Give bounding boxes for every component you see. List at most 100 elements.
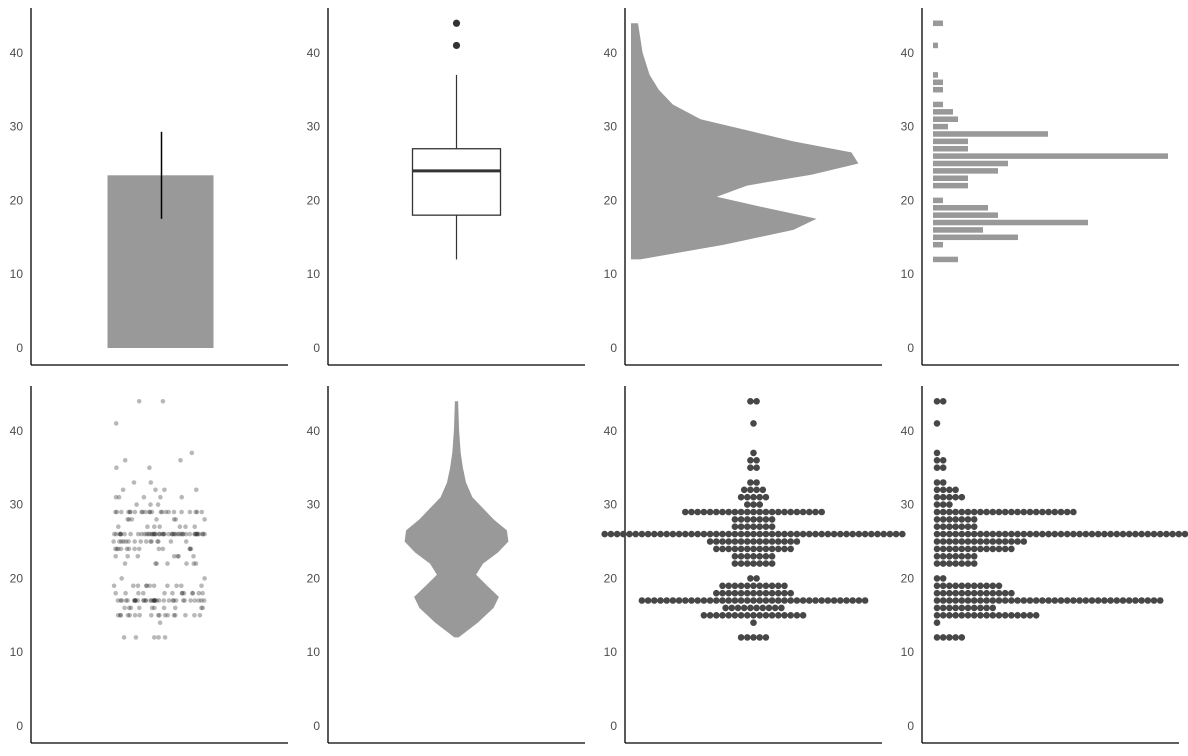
dot-point <box>706 508 714 516</box>
jitter-point <box>149 598 154 603</box>
dot-point <box>977 612 984 619</box>
dot-point <box>933 501 941 508</box>
jitter-point <box>197 613 203 618</box>
dot-point <box>1150 597 1158 604</box>
jitter-point <box>141 590 146 596</box>
jitter-point <box>179 509 184 515</box>
jitter-point <box>151 598 157 603</box>
jitter-point <box>139 509 144 515</box>
dot-point <box>1070 530 1077 538</box>
dot-point <box>768 508 776 516</box>
dot-point <box>1026 508 1034 516</box>
jitter-point <box>127 509 133 515</box>
dot-point <box>1063 597 1071 604</box>
dot-point <box>964 508 972 516</box>
dot-point <box>750 508 757 516</box>
dot-point <box>946 545 953 553</box>
y-tick-label: 0 <box>313 341 320 355</box>
jitter-point <box>177 524 183 529</box>
jitter-point <box>128 605 134 611</box>
jitter-point <box>153 531 158 537</box>
y-tick-label: 30 <box>307 120 321 134</box>
dot-point <box>762 634 770 641</box>
dot-point <box>638 530 646 538</box>
dot-point <box>744 516 751 523</box>
panel-violin: 0 10 20 30 40 <box>307 386 585 744</box>
jitter-point <box>151 583 157 589</box>
dot-point <box>952 612 959 619</box>
dot-point <box>939 530 947 538</box>
jitter-point <box>152 524 157 529</box>
dot-point <box>989 508 997 516</box>
jitter-point <box>195 531 200 537</box>
jitter-point <box>175 531 181 537</box>
jitter-point <box>113 494 119 500</box>
jitter-point <box>191 561 197 566</box>
dot-point <box>756 589 763 597</box>
dot-point <box>995 508 1003 516</box>
jitter-point <box>190 590 195 596</box>
dot-point <box>861 530 869 538</box>
dot-point <box>725 612 732 619</box>
jitter-point <box>133 598 138 603</box>
dot-point <box>933 508 941 516</box>
y-tick-label: 20 <box>901 571 915 585</box>
jitter-point <box>156 539 161 544</box>
dot-point <box>1026 597 1034 604</box>
dot-point <box>731 523 739 530</box>
dot-point <box>837 597 844 604</box>
jitter-point <box>162 613 168 618</box>
dot-point <box>1045 530 1052 538</box>
dot-point <box>1107 530 1114 538</box>
jitter-point <box>192 598 198 603</box>
dot-point <box>818 597 825 604</box>
dot-point <box>731 597 739 604</box>
dot-point <box>731 516 739 523</box>
dot-point <box>946 553 953 560</box>
dot-point <box>1001 612 1009 619</box>
dot-point <box>756 530 763 538</box>
dot-point <box>824 597 832 604</box>
dot-point <box>700 530 708 538</box>
jitter-point <box>118 531 124 537</box>
dot-point <box>781 538 788 545</box>
dot-point <box>812 508 819 516</box>
dot-point <box>1001 538 1009 545</box>
y-tick-label: 40 <box>307 424 321 438</box>
y-tick-label: 30 <box>901 498 915 512</box>
dot-point <box>1057 597 1065 604</box>
histogram-bar <box>933 72 938 78</box>
dot-point <box>744 530 751 538</box>
dot-point <box>737 582 745 590</box>
dot-point <box>756 553 763 560</box>
dot-point <box>750 538 757 545</box>
dot-point <box>750 597 757 604</box>
jitter-point <box>123 598 129 603</box>
dot-point <box>946 530 953 538</box>
dot-point <box>731 582 739 590</box>
dot-point <box>995 612 1003 619</box>
dot-point <box>952 582 959 590</box>
jitter-point <box>183 524 188 529</box>
jitter-point <box>196 598 201 603</box>
dot-point <box>1150 530 1158 538</box>
dot-point <box>793 597 801 604</box>
dot-point <box>1008 545 1015 553</box>
jitter-point <box>183 613 188 618</box>
dot-point <box>787 545 794 553</box>
dot-point <box>737 523 745 530</box>
jitter-point <box>118 613 123 618</box>
dot-point <box>977 508 984 516</box>
dot-point <box>756 493 763 501</box>
dot-point <box>744 508 751 516</box>
dot-point <box>1020 612 1028 619</box>
jitter-point <box>152 598 158 603</box>
dot-point <box>753 486 760 494</box>
dot-point <box>1001 589 1009 597</box>
dot-point <box>787 612 794 619</box>
jitter-point <box>126 517 132 522</box>
dot-point <box>964 523 972 530</box>
jitter-point <box>179 494 184 500</box>
jitter-point <box>111 539 116 544</box>
